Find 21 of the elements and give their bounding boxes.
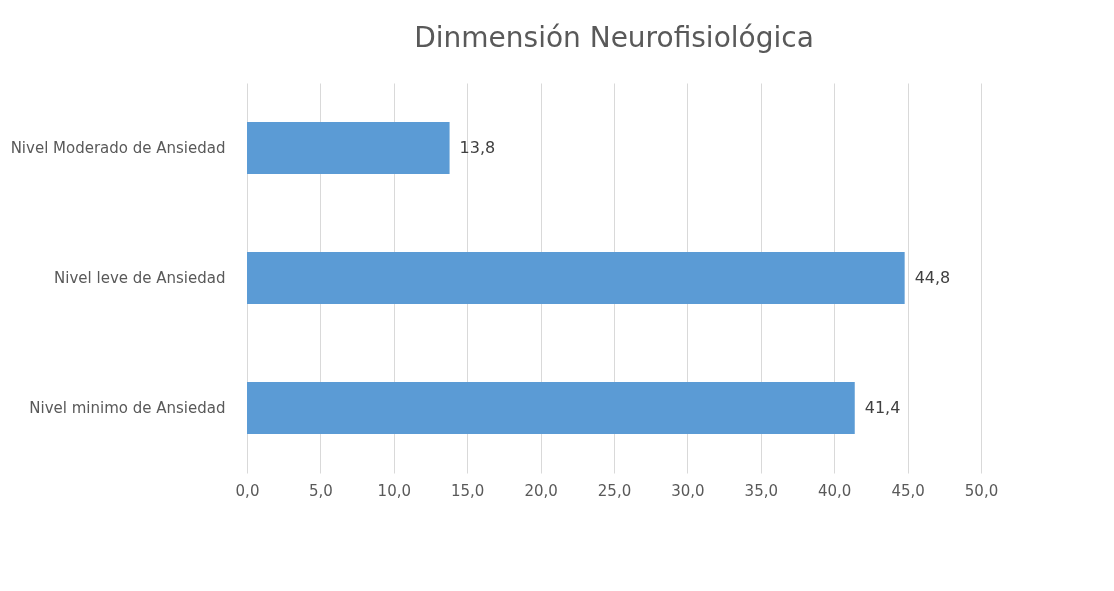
x-tick-label: 10,0: [377, 481, 411, 500]
x-tick-label: 50,0: [964, 481, 999, 500]
y-tick-label: Nivel leve de Ansiedad: [54, 269, 226, 287]
bar: [247, 122, 450, 174]
x-tick-label: 30,0: [671, 481, 705, 500]
x-tick-label: 0,0: [235, 481, 260, 500]
x-tick-label: 20,0: [524, 481, 558, 500]
x-tick-label: 25,0: [597, 481, 632, 500]
x-tick-label: 40,0: [818, 481, 852, 500]
data-label: 41,4: [864, 398, 901, 417]
x-tick-label: 45,0: [891, 481, 925, 500]
data-label: 13,8: [459, 138, 496, 157]
chart-title: Dinmensión Neurofisiológica: [414, 21, 814, 54]
x-tick-label: 35,0: [744, 481, 778, 500]
x-tick-label: 5,0: [308, 481, 333, 500]
bar: [247, 382, 855, 434]
y-tick-label: Nivel minimo de Ansiedad: [29, 399, 226, 417]
x-tick-label: 15,0: [451, 481, 485, 500]
y-tick-label: Nivel Moderado de Ansiedad: [10, 139, 226, 157]
data-label: 44,8: [914, 268, 951, 287]
bar: [247, 252, 905, 304]
